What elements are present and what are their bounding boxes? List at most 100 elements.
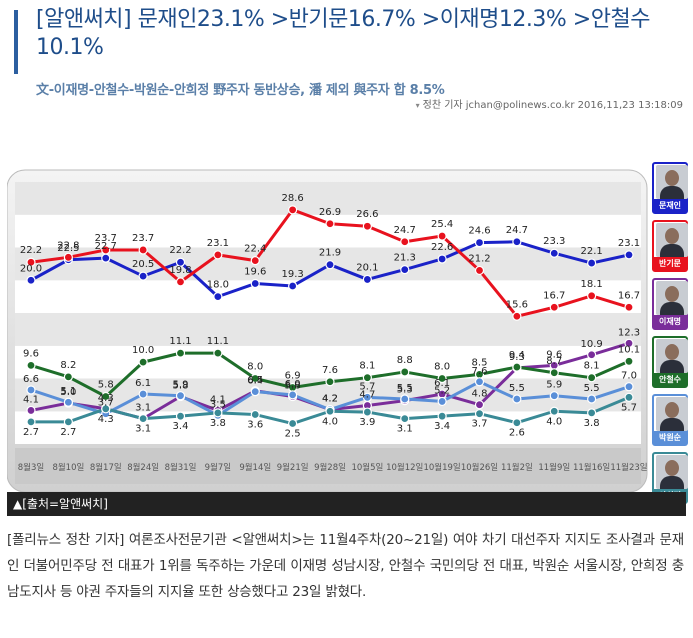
x-tick-label: 11월23일 — [610, 462, 647, 473]
data-point — [250, 278, 260, 289]
data-point — [587, 258, 597, 268]
data-label: 22.7 — [95, 241, 117, 252]
data-label: 6.1 — [135, 378, 151, 389]
data-point — [400, 237, 410, 247]
x-tick-label: 10월19일 — [423, 462, 460, 473]
data-point — [175, 348, 186, 358]
data-point — [624, 382, 634, 392]
data-label: 4.1 — [210, 394, 226, 405]
series-points — [26, 205, 634, 429]
data-point — [512, 418, 522, 428]
data-point — [288, 390, 298, 400]
chevron-down-icon[interactable]: ▾ — [415, 101, 420, 110]
data-point — [325, 219, 335, 229]
x-tick-label: 8월10일 — [52, 462, 84, 473]
data-label: 21.9 — [319, 248, 341, 259]
data-point — [26, 385, 36, 395]
data-point — [250, 255, 260, 266]
data-label: 22.4 — [244, 244, 266, 255]
image-caption: ▲[출처=알앤써치] — [7, 492, 686, 516]
data-label: 5.5 — [397, 383, 413, 394]
data-label: 5.2 — [434, 385, 450, 396]
data-label: 3.7 — [472, 419, 488, 430]
data-point — [138, 245, 148, 255]
grid-band — [15, 280, 641, 313]
data-point — [101, 404, 111, 414]
data-label: 3.1 — [135, 424, 151, 435]
data-label: 21.2 — [468, 253, 490, 264]
data-point — [474, 409, 485, 419]
data-label: 5.8 — [98, 380, 114, 391]
data-point — [26, 360, 36, 370]
data-label: 6.0 — [285, 379, 301, 390]
data-point — [288, 205, 298, 215]
data-label: 5.5 — [509, 383, 525, 394]
data-label: 3.4 — [173, 421, 189, 432]
data-point — [250, 373, 260, 384]
data-point — [512, 394, 522, 404]
data-label: 19.8 — [169, 265, 191, 276]
legend-entry: 문재인 — [652, 162, 688, 214]
data-label: 6.9 — [285, 371, 301, 382]
data-point — [587, 394, 597, 404]
data-label: 6.4 — [247, 376, 263, 387]
data-label: 2.5 — [285, 429, 301, 440]
data-point — [437, 396, 447, 407]
data-label: 5.1 — [60, 386, 76, 397]
data-label: 3.9 — [359, 417, 375, 428]
legend-label: 반기문 — [654, 257, 686, 270]
data-label: 3.4 — [434, 421, 450, 432]
article-body: [폴리뉴스 정찬 기자] 여론조사전문기관 <알앤써치>는 11월4주차(20~… — [7, 532, 684, 600]
data-point — [101, 253, 111, 263]
data-label: 4.3 — [98, 414, 114, 425]
data-label: 8.2 — [60, 360, 76, 371]
data-label: 10.1 — [618, 344, 640, 355]
portrait-icon — [656, 339, 688, 373]
data-label: 23.1 — [207, 238, 229, 249]
data-point — [587, 350, 597, 360]
data-label: 4.3 — [98, 393, 114, 404]
data-label: 5.8 — [285, 381, 301, 392]
data-point — [138, 414, 148, 424]
data-point — [250, 387, 260, 397]
data-label: 5.3 — [397, 385, 413, 396]
data-point — [512, 311, 522, 321]
data-label: 12.3 — [618, 327, 640, 338]
data-label: 7.6 — [472, 366, 488, 377]
data-label: 3.8 — [584, 418, 600, 429]
data-label: 4.2 — [322, 394, 338, 405]
data-point — [362, 274, 372, 285]
data-label: 8.0 — [247, 362, 263, 373]
data-point — [362, 221, 372, 231]
data-point — [362, 392, 372, 402]
x-tick-label: 8월31일 — [165, 462, 197, 473]
data-label: 6.5 — [247, 375, 263, 386]
data-label: 8.8 — [397, 355, 413, 366]
data-point — [549, 302, 559, 312]
grid-band — [15, 345, 641, 379]
data-point — [512, 362, 522, 372]
chart-image: 8월3일 8월10일 8월17일 8월24일 8월31일 9월7일 9월14일 9월21일 9월… — [6, 162, 688, 504]
data-point — [400, 265, 410, 275]
data-label: 7.0 — [621, 371, 637, 382]
data-label: 22.2 — [20, 245, 42, 256]
data-point — [437, 231, 447, 241]
x-tick-label: 11월2일 — [501, 462, 533, 473]
data-point — [362, 407, 372, 417]
data-label: 23.1 — [618, 238, 640, 249]
data-label: 2.7 — [60, 427, 76, 438]
legend-label: 안철수 — [654, 373, 686, 386]
article-subhead: 文-이재명-안철수-박원순-안희정 野주자 동반상승, 潘 제외 與주자 합 8… — [36, 83, 445, 98]
data-point — [624, 392, 634, 402]
data-label: 22.5 — [57, 243, 79, 254]
x-tick-label: 9월14일 — [239, 462, 271, 473]
data-label: 24.6 — [468, 226, 490, 237]
data-label: 8.1 — [584, 361, 600, 372]
data-label: 4.2 — [322, 394, 338, 405]
data-label: 24.7 — [394, 225, 416, 236]
legend-entry: 반기문 — [652, 220, 688, 272]
x-tick-label: 10월5일 — [351, 462, 383, 473]
data-point — [26, 257, 36, 267]
data-point — [288, 281, 298, 291]
data-label: 5.8 — [173, 381, 189, 392]
